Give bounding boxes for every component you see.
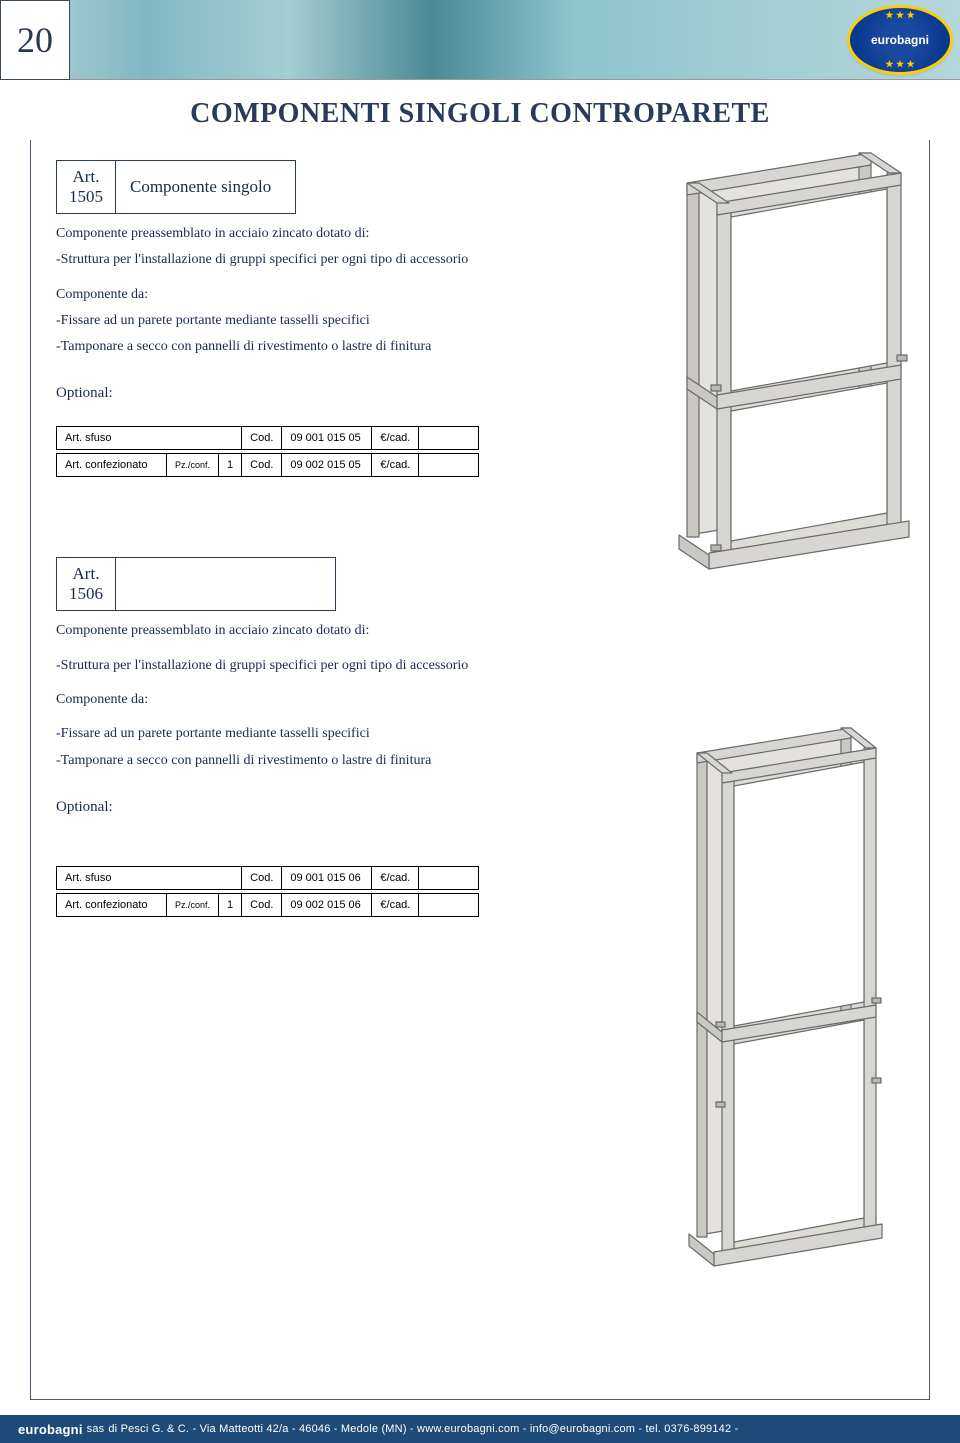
table-row: Art. sfuso Cod. 09 001 015 06 €/cad. — [57, 866, 479, 889]
cell: Cod. — [242, 866, 282, 889]
desc-line: -Tamponare a secco con pannelli di rives… — [56, 751, 576, 771]
description: Componente preassemblato in acciaio zinc… — [56, 621, 576, 770]
cell: 1 — [219, 893, 242, 916]
desc-line: -Struttura per l'installazione di gruppi… — [56, 250, 576, 270]
desc-line: -Tamponare a secco con pannelli di rives… — [56, 337, 576, 357]
footer-sas: sas — [87, 1423, 105, 1435]
page-title: COMPONENTI SINGOLI CONTROPARETE — [0, 98, 960, 130]
art-title — [116, 557, 336, 611]
cell-empty — [419, 893, 479, 916]
spec-table: Art. sfuso Cod. 09 001 015 05 €/cad. Art… — [56, 426, 479, 477]
cell-empty — [419, 427, 479, 450]
cell-empty — [419, 454, 479, 477]
desc-intro: Componente preassemblato in acciaio zinc… — [56, 224, 576, 244]
cell: €/cad. — [372, 893, 419, 916]
footer-brand: eurobagni — [18, 1422, 83, 1437]
cell: 09 001 015 06 — [282, 866, 372, 889]
cell: Art. confezionato — [57, 893, 167, 916]
content-frame: Art. 1505 Componente singolo Componente … — [30, 140, 930, 1400]
cell: 09 002 015 06 — [282, 893, 372, 916]
art-code-box: Art. 1505 — [56, 160, 116, 214]
desc-line: -Struttura per l'installazione di gruppi… — [56, 656, 576, 676]
art-code-box: Art. 1506 — [56, 557, 116, 611]
cell: Cod. — [242, 893, 282, 916]
table-row: Art. sfuso Cod. 09 001 015 05 €/cad. — [57, 427, 479, 450]
spec-table: Art. sfuso Cod. 09 001 015 06 €/cad. Art… — [56, 866, 479, 917]
cell: €/cad. — [372, 427, 419, 450]
cell: Pz./conf. — [167, 893, 219, 916]
cell: Art. sfuso — [57, 427, 242, 450]
brand-logo: eurobagni — [850, 8, 950, 72]
footer-text: di Pesci G. & C. - Via Matteotti 42/a - … — [108, 1423, 738, 1435]
footer: eurobagni sas di Pesci G. & C. - Via Mat… — [0, 1415, 960, 1443]
desc-comp-heading: Componente da: — [56, 285, 576, 305]
art-label: Art. — [69, 167, 103, 187]
header-band: 20 eurobagni — [0, 0, 960, 80]
cell: Cod. — [242, 427, 282, 450]
art-label: Art. — [69, 564, 103, 584]
product-figure-1506 — [654, 720, 904, 1280]
product-figure-1505 — [639, 145, 919, 575]
art-number: 1506 — [69, 584, 103, 604]
desc-intro: Componente preassemblato in acciaio zinc… — [56, 621, 576, 641]
page-number: 20 — [0, 0, 70, 80]
cell-empty — [419, 866, 479, 889]
cell: Pz./conf. — [167, 454, 219, 477]
art-number: 1505 — [69, 187, 103, 207]
desc-line: -Fissare ad un parete portante mediante … — [56, 724, 576, 744]
table-row: Art. confezionato Pz./conf. 1 Cod. 09 00… — [57, 893, 479, 916]
cell: Art. confezionato — [57, 454, 167, 477]
description: Componente preassemblato in acciaio zinc… — [56, 224, 576, 357]
cell: €/cad. — [372, 866, 419, 889]
desc-comp-heading: Componente da: — [56, 690, 576, 710]
art-title: Componente singolo — [116, 160, 296, 214]
table-row: Art. confezionato Pz./conf. 1 Cod. 09 00… — [57, 454, 479, 477]
cell: €/cad. — [372, 454, 419, 477]
cell: 09 002 015 05 — [282, 454, 372, 477]
desc-line: -Fissare ad un parete portante mediante … — [56, 311, 576, 331]
cell: Art. sfuso — [57, 866, 242, 889]
cell: 1 — [219, 454, 242, 477]
cell: Cod. — [242, 454, 282, 477]
cell: 09 001 015 05 — [282, 427, 372, 450]
